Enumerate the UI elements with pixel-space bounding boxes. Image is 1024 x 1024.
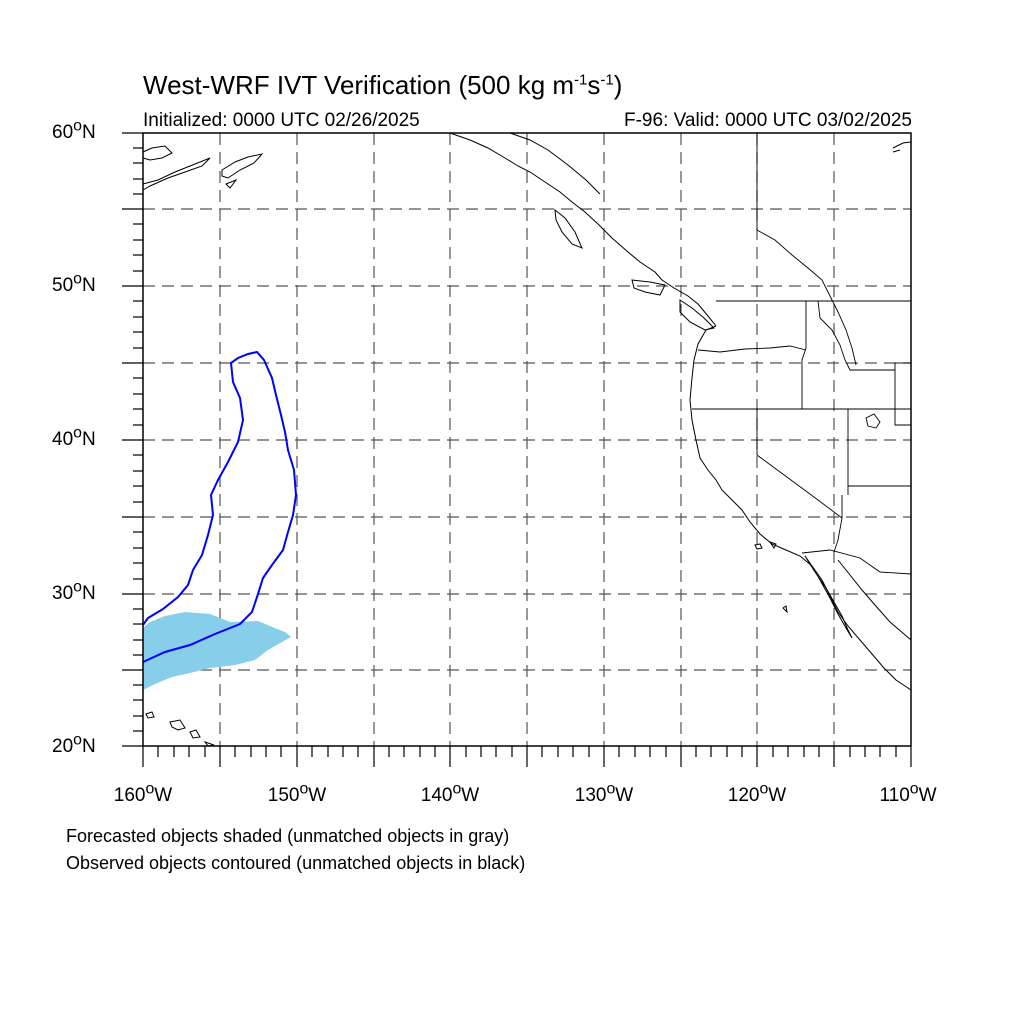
forecast-object: [143, 612, 291, 690]
gridlines: [143, 133, 911, 746]
lat-label: 60oN: [52, 117, 96, 143]
lon-label: 150oW: [267, 780, 327, 806]
observed-object-contour: [142, 350, 298, 663]
valid-time-label: F-96: Valid: 0000 UTC 03/02/2025: [624, 110, 912, 131]
tick-marks: [122, 132, 912, 767]
lon-label: 110oW: [879, 780, 937, 806]
lon-label: 130oW: [574, 780, 634, 806]
lat-label: 40oN: [52, 424, 96, 450]
map-title: West-WRF IVT Verification (500 kg m-1s-1…: [143, 70, 623, 100]
forecast-note: Forecasted objects shaded (unmatched obj…: [66, 826, 510, 846]
init-time-label: Initialized: 0000 UTC 02/26/2025: [143, 110, 420, 131]
lat-label: 30oN: [52, 578, 96, 604]
lon-label: 140oW: [420, 780, 480, 806]
observed-note: Observed objects contoured (unmatched ob…: [66, 853, 526, 873]
coastlines: [142, 132, 912, 747]
lat-label: 50oN: [52, 270, 96, 296]
lon-label: 160oW: [113, 780, 173, 806]
lat-label: 20oN: [52, 731, 96, 757]
political-borders: [692, 133, 912, 575]
lon-label: 120oW: [727, 780, 787, 806]
